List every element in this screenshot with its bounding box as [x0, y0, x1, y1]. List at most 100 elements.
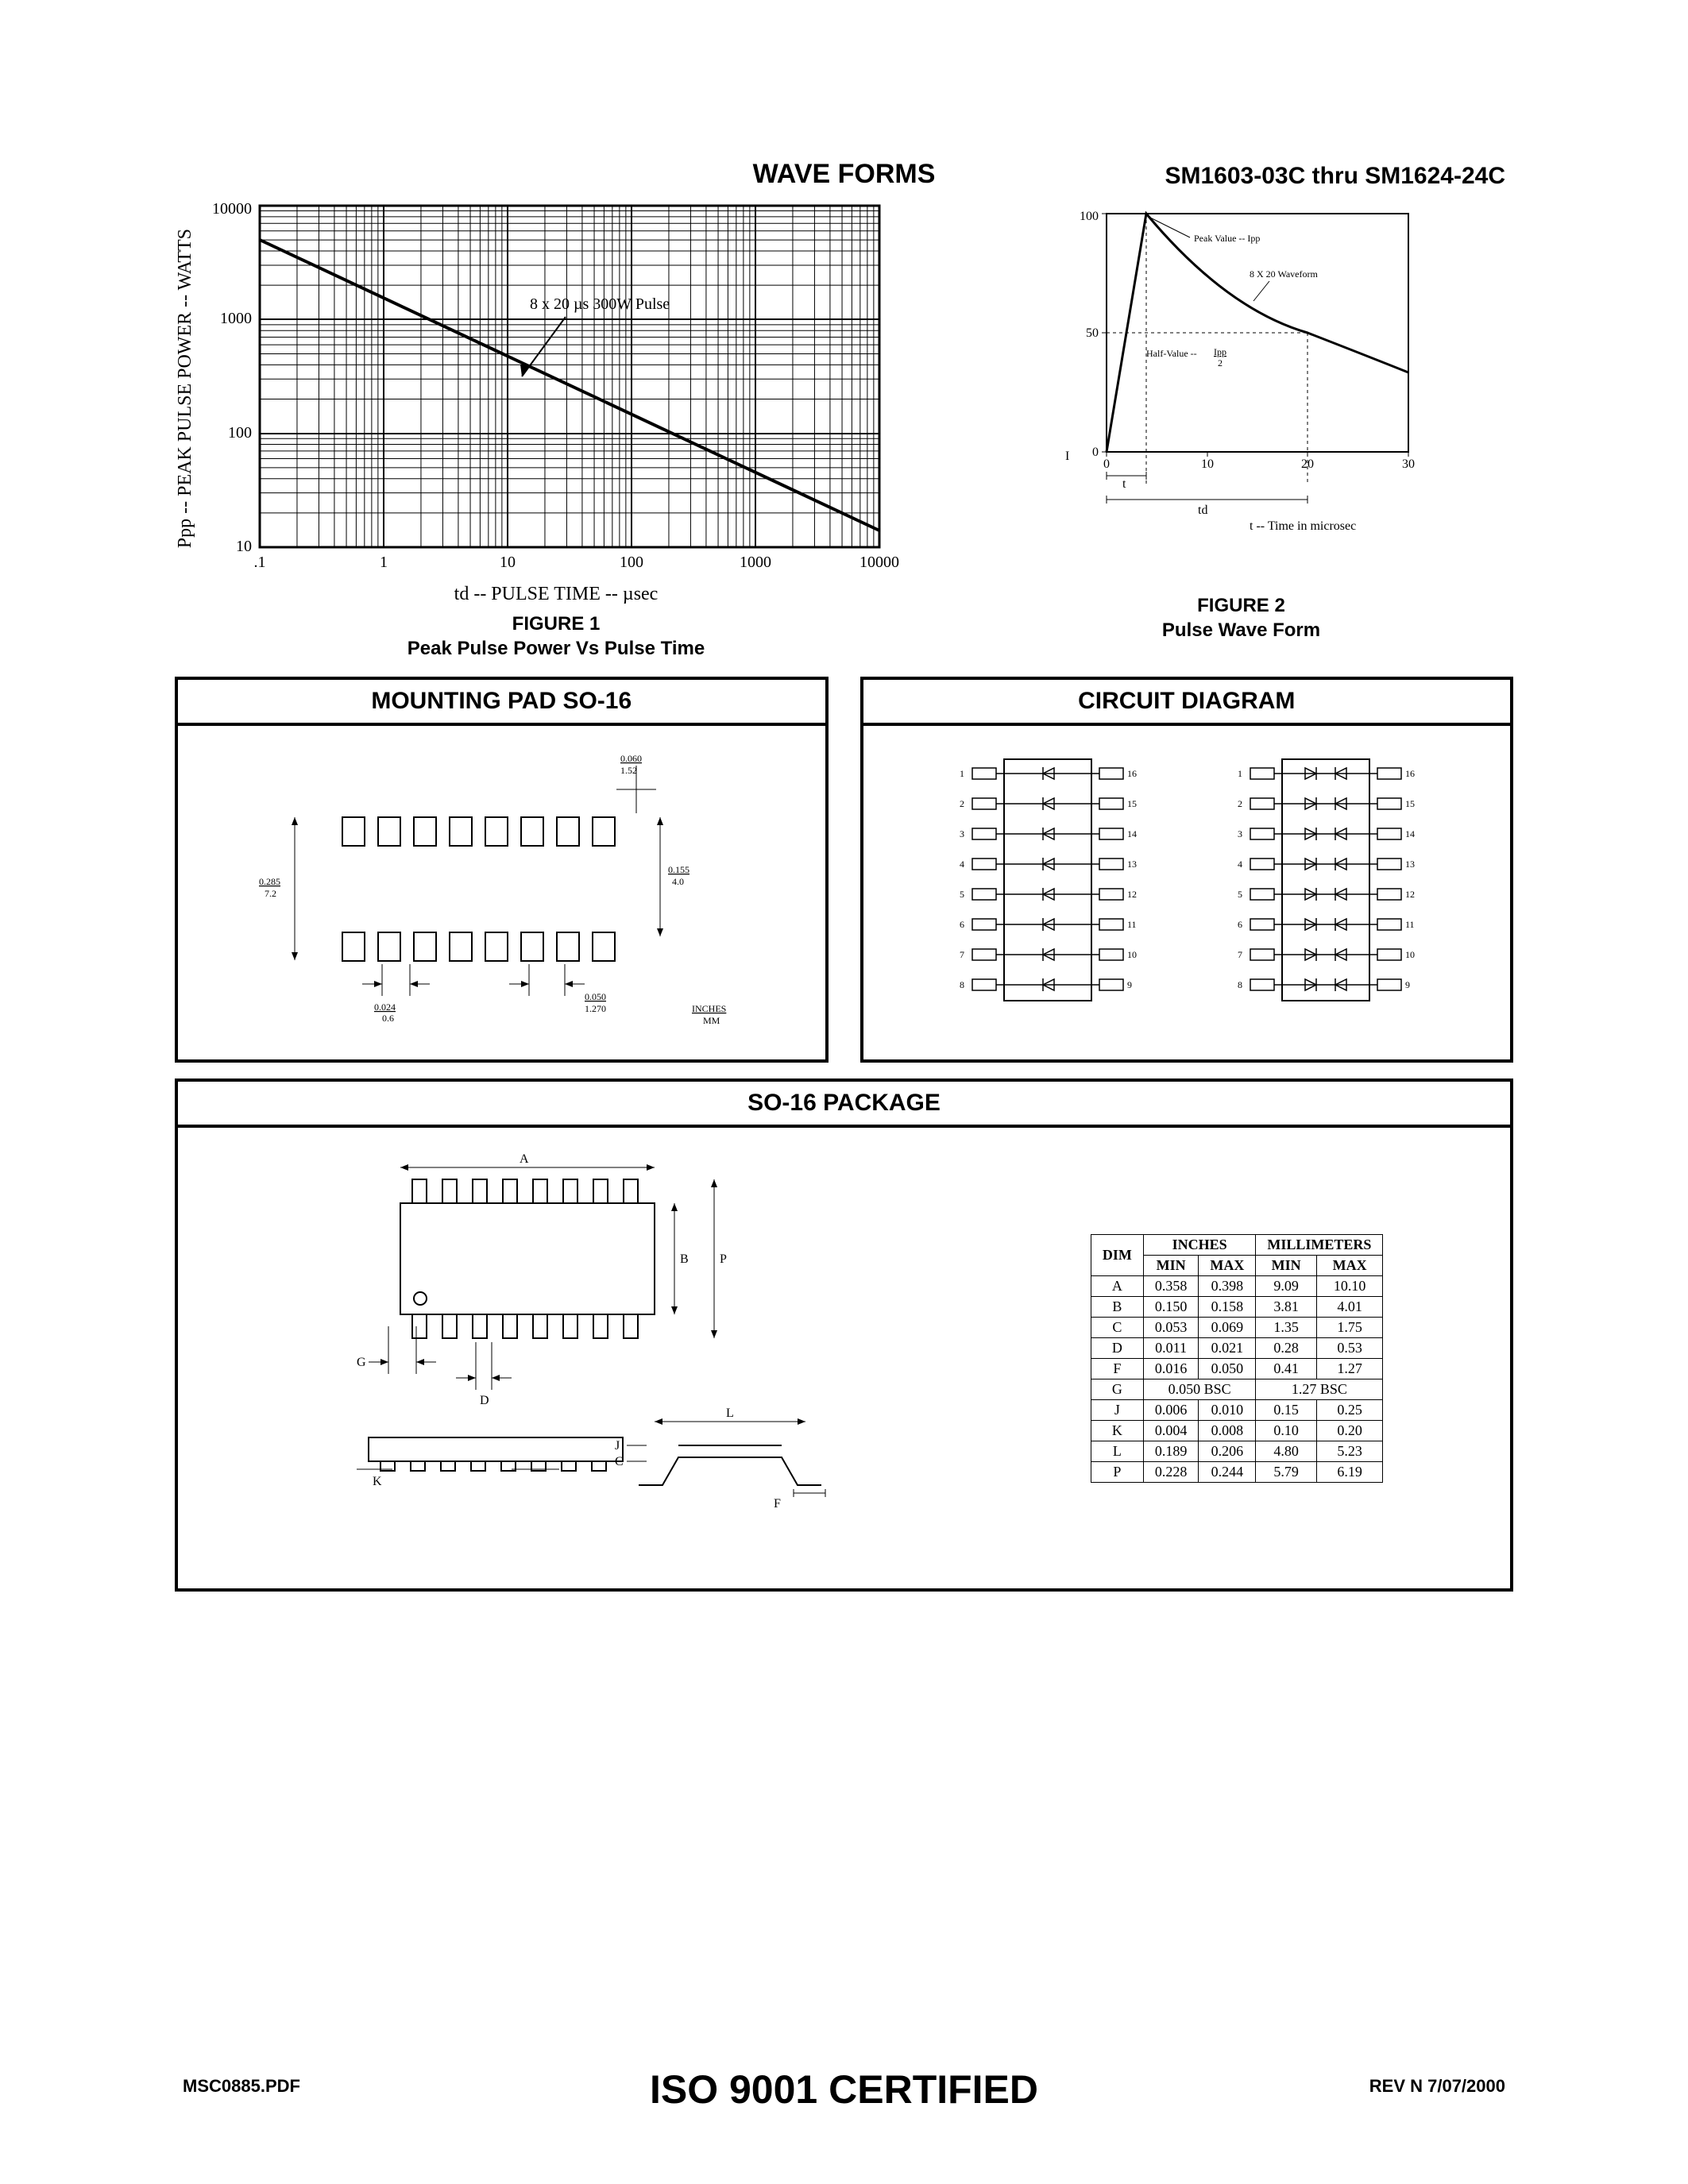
table-row: G0.050 BSC1.27 BSC [1091, 1379, 1383, 1399]
pkg-dim-p: P [720, 1252, 727, 1266]
svg-text:8: 8 [960, 979, 964, 990]
fig2-ytick-50: 50 [1086, 326, 1099, 340]
svg-text:4: 4 [1238, 859, 1242, 870]
svg-text:14: 14 [1127, 828, 1137, 839]
pkg-dim-k: K [373, 1475, 382, 1488]
fig1-chart: 8 x 20 µs 300W Pulse .1 1 10 100 1000 10… [204, 198, 903, 579]
pkg-dim-g: G [357, 1356, 366, 1369]
pkg-dim-f: F [774, 1497, 781, 1511]
svg-text:7: 7 [960, 949, 964, 960]
fig1-xtick-2: 10 [500, 554, 516, 571]
fig1-ytick-3: 10000 [212, 200, 252, 218]
units-mm: MM [703, 1015, 720, 1026]
svg-text:12: 12 [1127, 889, 1137, 900]
svg-text:11: 11 [1127, 919, 1137, 930]
mounting-pad-title: MOUNTING PAD SO-16 [178, 680, 825, 726]
dim-w-mm: 4.0 [672, 876, 684, 887]
pkg-dim-b: B [680, 1252, 689, 1266]
fig2-ipp-label: Ipp [1214, 346, 1226, 357]
fig2-wave-label: 8 X 20 Waveform [1250, 268, 1318, 280]
pkg-dim-c: C [615, 1455, 624, 1468]
footer-center: ISO 9001 CERTIFIED [650, 2066, 1038, 2113]
fig2-xtick-10: 10 [1201, 457, 1214, 471]
fig2-caption: FIGURE 2 Pulse Wave Form [1162, 593, 1320, 642]
svg-text:4: 4 [960, 859, 964, 870]
table-row: K0.0040.0080.100.20 [1091, 1420, 1383, 1441]
fig1-ytick-0: 10 [236, 538, 252, 555]
svg-text:5: 5 [1238, 889, 1242, 900]
svg-text:15: 15 [1127, 798, 1137, 809]
dim-pitch-in: 0.050 [585, 991, 606, 1002]
package-table: DIM INCHES MILLIMETERS MIN MAX MIN MAX A… [1091, 1234, 1384, 1483]
fig2-td-label: td [1198, 504, 1207, 517]
svg-text:6: 6 [960, 919, 964, 930]
svg-text:6: 6 [1238, 919, 1242, 930]
svg-text:1: 1 [960, 768, 964, 779]
footer-right: REV N 7/07/2000 [1369, 2076, 1505, 2097]
svg-text:5: 5 [960, 889, 964, 900]
pkg-dim-l: L [726, 1406, 734, 1420]
svg-text:7: 7 [1238, 949, 1242, 960]
figure-1: Ppp -- PEAK PULSE POWER -- WATTS [175, 198, 937, 661]
table-row: P0.2280.2445.796.19 [1091, 1461, 1383, 1482]
svg-text:13: 13 [1127, 859, 1137, 870]
fig1-ytick-2: 1000 [220, 310, 252, 327]
fig1-xtick-1: 1 [380, 554, 388, 571]
dim-w-in: 0.155 [668, 864, 689, 875]
fig1-xtick-0: .1 [254, 554, 266, 571]
pkg-th-inches: INCHES [1143, 1234, 1256, 1255]
pkg-th-max2: MAX [1316, 1255, 1383, 1275]
fig1-caption-2: Peak Pulse Power Vs Pulse Time [175, 636, 937, 661]
svg-text:2: 2 [960, 798, 964, 809]
table-row: F0.0160.0500.411.27 [1091, 1358, 1383, 1379]
figures-row: Ppp -- PEAK PULSE POWER -- WATTS [175, 198, 1513, 661]
svg-text:9: 9 [1405, 979, 1410, 990]
svg-text:8: 8 [1238, 979, 1242, 990]
dim-hpad-mm: 7.2 [265, 888, 276, 899]
fig1-x-label: td -- PULSE TIME -- µsec [175, 584, 937, 605]
fig2-t-label: t [1122, 477, 1126, 491]
fig2-ytick-100: 100 [1080, 210, 1099, 223]
svg-text:3: 3 [1238, 828, 1242, 839]
fig2-xtick-20: 20 [1301, 457, 1314, 471]
mid-row: MOUNTING PAD SO-16 0.060 1.52 0.155 4.0 [175, 661, 1513, 1063]
mounting-pad-diagram: 0.060 1.52 0.155 4.0 0.285 7.2 0.024 0.6 [215, 742, 787, 1044]
circuit-diagram-title: CIRCUIT DIAGRAM [863, 680, 1511, 726]
table-row: L0.1890.2064.805.23 [1091, 1441, 1383, 1461]
svg-text:9: 9 [1127, 979, 1132, 990]
dim-pitch-mm: 1.270 [585, 1003, 606, 1014]
pkg-th-max1: MAX [1199, 1255, 1256, 1275]
dim-h-mm: 1.52 [620, 765, 637, 776]
dim-hpad-in: 0.285 [259, 876, 280, 887]
circuit-variant-1: 11621531441351261171089 [921, 742, 1175, 1028]
svg-text:12: 12 [1405, 889, 1415, 900]
fig1-y-label: Ppp -- PEAK PULSE POWER -- WATTS [175, 229, 196, 548]
package-drawing: A B P G [305, 1144, 845, 1572]
dim-wpad-in: 0.024 [374, 1001, 396, 1013]
pkg-dim-a: A [520, 1152, 529, 1166]
pkg-th-min1: MIN [1143, 1255, 1199, 1275]
fig2-xtick-0: 0 [1103, 457, 1110, 471]
fig2-y-axis-label: I [1065, 450, 1069, 463]
fig1-caption: FIGURE 1 Peak Pulse Power Vs Pulse Time [175, 612, 937, 661]
pkg-th-dim: DIM [1091, 1234, 1143, 1275]
mounting-pad-panel: MOUNTING PAD SO-16 0.060 1.52 0.155 4.0 [175, 677, 829, 1063]
package-title: SO-16 PACKAGE [178, 1082, 1510, 1128]
svg-text:13: 13 [1405, 859, 1415, 870]
figure-2: Peak Value -- Ipp 8 X 20 Waveform Half-V… [969, 198, 1513, 661]
table-row: C0.0530.0691.351.75 [1091, 1317, 1383, 1337]
fig2-two: 2 [1218, 357, 1223, 369]
fig2-half-label: Half-Value -- [1146, 348, 1197, 359]
table-row: D0.0110.0210.280.53 [1091, 1337, 1383, 1358]
pkg-th-mm: MILLIMETERS [1256, 1234, 1383, 1255]
fig2-xtick-30: 30 [1402, 457, 1415, 471]
circuit-diagram-panel: CIRCUIT DIAGRAM 11621531441351261171089 … [860, 677, 1514, 1063]
circuit-variant-2: 11621531441351261171089 [1199, 742, 1453, 1028]
fig2-x-axis-label: t -- Time in microsec [1250, 519, 1356, 533]
fig2-caption-1: FIGURE 2 [1162, 593, 1320, 618]
svg-text:1: 1 [1238, 768, 1242, 779]
svg-text:3: 3 [960, 828, 964, 839]
pkg-dim-j: J [615, 1439, 620, 1453]
fig1-annotation: 8 x 20 µs 300W Pulse [530, 295, 670, 313]
svg-text:11: 11 [1405, 919, 1415, 930]
